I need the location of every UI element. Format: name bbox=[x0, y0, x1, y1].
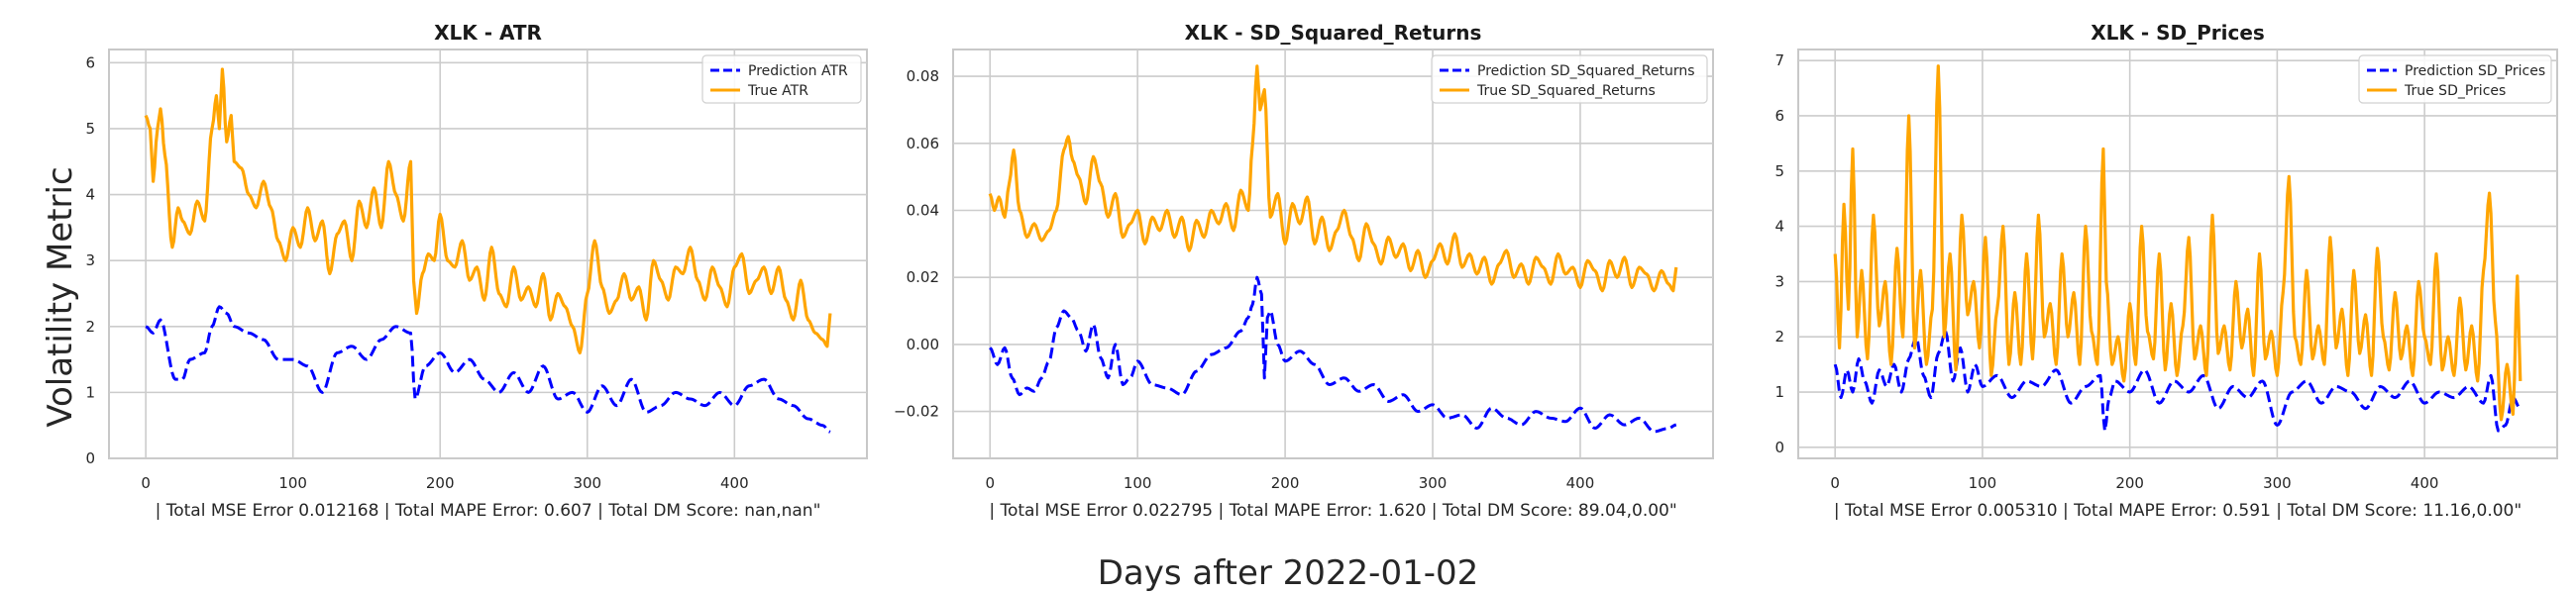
y-tick-label: 0 bbox=[1774, 439, 1784, 456]
plot-area bbox=[952, 49, 1714, 459]
y-tick-label: 7 bbox=[1774, 51, 1784, 69]
x-tick-label: 0 bbox=[141, 474, 151, 492]
legend: Prediction SD_Squared_Returns True SD_Squ… bbox=[1431, 54, 1708, 104]
legend-label-true-sd-squared-returns: True SD_Squared_Returns bbox=[1476, 83, 1656, 99]
x-tick-label: 200 bbox=[2115, 474, 2144, 492]
legend-box bbox=[701, 54, 862, 104]
y-tick-label: 0.02 bbox=[907, 268, 939, 286]
plot-area bbox=[1797, 49, 2558, 459]
figure-y-axis-label: Volatility Metric bbox=[41, 166, 80, 427]
x-tick-label: 0 bbox=[1830, 474, 1840, 492]
legend-label-prediction-sd-prices: Prediction SD_Prices bbox=[2405, 63, 2545, 79]
y-tick-label: 0.06 bbox=[907, 135, 939, 152]
x-tick-label: 100 bbox=[278, 474, 307, 492]
legend: Prediction SD_Prices True SD_Prices bbox=[2358, 54, 2552, 104]
series-line-prediction-sd-prices bbox=[1833, 330, 2522, 433]
y-tick-label: 5 bbox=[85, 120, 95, 138]
y-tick-label: 1 bbox=[85, 383, 95, 401]
chart-title: XLK - SD_Squared_Returns bbox=[1185, 21, 1482, 45]
y-tick-label: 0.08 bbox=[907, 67, 939, 85]
panel-xlk-sd-prices: 0 1 2 3 4 5 6 7 0 100 200 300 400 XLK - SD_Prices | To… bbox=[1774, 21, 2558, 521]
legend-label-prediction-sd-squared-returns: Prediction SD_Squared_Returns bbox=[1477, 63, 1695, 79]
x-tick-label: 100 bbox=[1124, 474, 1152, 492]
panel-xlk-sd-squared-returns: −0.02 0.00 0.02 0.04 0.06 0.08 0 100 200 300 400 XL… bbox=[894, 21, 1714, 521]
legend-box bbox=[1431, 54, 1708, 104]
chart-title: XLK - SD_Prices bbox=[2091, 21, 2265, 45]
y-tick-label: 3 bbox=[85, 251, 95, 269]
x-tick-label: 400 bbox=[2411, 474, 2439, 492]
x-tick-label: 200 bbox=[426, 474, 455, 492]
y-tick-label: 4 bbox=[85, 186, 95, 204]
y-tick-label: 5 bbox=[1774, 162, 1784, 180]
x-tick-label: 0 bbox=[985, 474, 995, 492]
chart-title: XLK - ATR bbox=[434, 21, 542, 45]
x-axis-metrics-label: | Total MSE Error 0.022795 | Total MAPE … bbox=[989, 501, 1676, 521]
x-tick-label: 400 bbox=[720, 474, 749, 492]
x-tick-label: 100 bbox=[1969, 474, 1997, 492]
series-line-true-atr bbox=[144, 67, 832, 354]
x-tick-label: 200 bbox=[1271, 474, 1300, 492]
figure-x-axis-label: Days after 2022-01-02 bbox=[1098, 553, 1479, 593]
y-tick-label: 6 bbox=[85, 53, 95, 71]
y-tick-label: 3 bbox=[1774, 272, 1784, 290]
y-tick-label: 0.00 bbox=[907, 336, 939, 353]
y-tick-label: 1 bbox=[1774, 383, 1784, 401]
y-tick-label: −0.02 bbox=[894, 403, 939, 421]
y-tick-label: 2 bbox=[85, 318, 95, 336]
legend-box bbox=[2358, 54, 2552, 104]
series-line-prediction-atr bbox=[145, 305, 831, 434]
x-tick-label: 300 bbox=[1419, 474, 1448, 492]
x-tick-label: 300 bbox=[2263, 474, 2292, 492]
y-tick-label: 2 bbox=[1774, 328, 1784, 346]
panel-xlk-atr: 0 1 2 3 4 5 6 0 100 200 300 400 XLK - ATR | Total MSE… bbox=[85, 21, 868, 521]
legend: Prediction ATR True ATR bbox=[701, 54, 862, 104]
series-line-true-sd-prices bbox=[1833, 64, 2522, 422]
x-axis-metrics-label: | Total MSE Error 0.005310 | Total MAPE … bbox=[1834, 501, 2522, 521]
y-tick-label: 6 bbox=[1774, 107, 1784, 125]
x-tick-label: 300 bbox=[573, 474, 601, 492]
series-line-prediction-sd-squared-returns bbox=[989, 275, 1677, 434]
y-tick-label: 4 bbox=[1774, 218, 1784, 236]
series-line-true-sd-squared-returns bbox=[988, 64, 1678, 293]
legend-label-true-atr: True ATR bbox=[747, 83, 808, 99]
y-tick-label: 0.04 bbox=[907, 201, 939, 219]
x-tick-label: 400 bbox=[1566, 474, 1595, 492]
x-axis-metrics-label: | Total MSE Error 0.012168 | Total MAPE … bbox=[156, 501, 821, 521]
legend-label-prediction-atr: Prediction ATR bbox=[748, 63, 848, 79]
plot-area bbox=[108, 49, 868, 459]
y-tick-label: 0 bbox=[85, 449, 95, 467]
legend-label-true-sd-prices: True SD_Prices bbox=[2404, 83, 2506, 99]
